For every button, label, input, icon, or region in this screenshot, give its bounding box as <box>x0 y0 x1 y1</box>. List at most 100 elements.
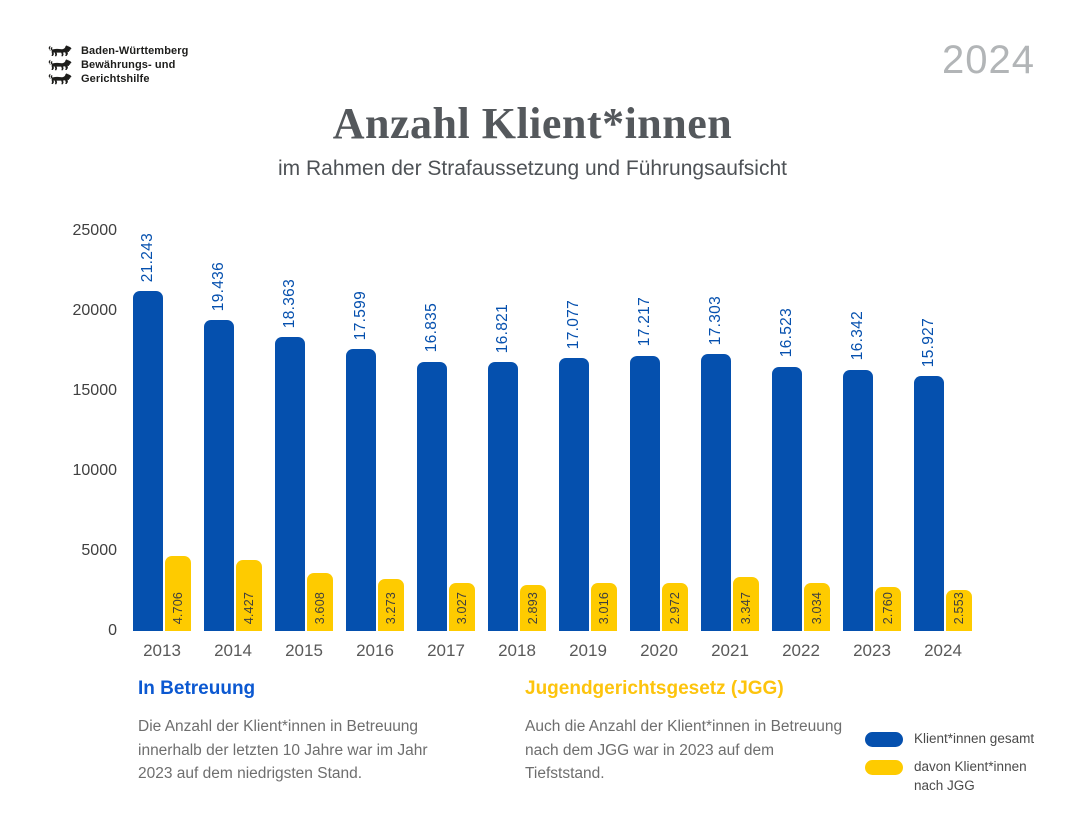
title-block: Anzahl Klient*innen im Rahmen der Strafa… <box>0 98 1065 181</box>
bar-jgg-2013: 4.706 <box>165 555 191 631</box>
note-mid-text: Auch die Anzahl der Klient*innen in Betr… <box>525 718 843 783</box>
x-tick-2021: 2021 <box>711 641 749 660</box>
logo-line-3: Gerichtshilfe <box>81 73 150 85</box>
bar-group-2019: 17.077 3.016 <box>559 300 617 631</box>
bar-group-2017: 16.835 3.027 <box>417 303 475 631</box>
column-total-2016: 17.599 <box>346 291 376 631</box>
value-label-jgg-2023: 2.760 <box>881 591 895 624</box>
bar-total-2013 <box>133 291 163 631</box>
bar-total-2014 <box>204 320 234 631</box>
column-total-2015: 18.363 <box>275 279 305 631</box>
y-tick-20000: 20000 <box>72 302 118 319</box>
bar-jgg-2015: 3.608 <box>307 573 333 631</box>
bar-jgg-2018: 2.893 <box>520 584 546 631</box>
column-total-2023: 16.342 <box>843 311 873 631</box>
note-left-heading: In Betreuung <box>138 678 256 699</box>
chart-legend: Klient*innen gesamt davon Klient*innen n… <box>865 730 1054 805</box>
note-in-betreuung: In Betreuung Die Anzahl der Klient*innen… <box>138 678 460 786</box>
column-jgg-2013: 4.706 <box>165 555 191 631</box>
column-jgg-2023: 2.760 <box>875 586 901 631</box>
column-total-2018: 16.821 <box>488 304 518 631</box>
logo-text: Baden-Württemberg Bewährungs- und Gerich… <box>81 44 188 86</box>
legend-swatch-blue <box>865 732 903 747</box>
y-tick-15000: 15000 <box>72 382 118 399</box>
bar-group-2021: 17.303 3.347 <box>701 296 759 631</box>
value-label-jgg-2021: 3.347 <box>739 591 753 624</box>
bar-jgg-2020: 2.972 <box>662 583 688 631</box>
lion-icon <box>48 59 72 71</box>
note-mid-heading: Jugendgerichtsgesetz (JGG) <box>525 678 784 699</box>
legend-item-total: Klient*innen gesamt <box>865 730 1054 749</box>
note-jgg: Jugendgerichtsgesetz (JGG) Auch die Anza… <box>525 678 847 786</box>
bar-jgg-2016: 3.273 <box>378 578 404 631</box>
page-title: Anzahl Klient*innen <box>332 99 733 148</box>
y-tick-10000: 10000 <box>72 462 118 479</box>
column-jgg-2019: 3.016 <box>591 582 617 631</box>
x-tick-2016: 2016 <box>356 641 394 660</box>
column-jgg-2020: 2.972 <box>662 583 688 631</box>
x-tick-2018: 2018 <box>498 641 536 660</box>
value-label-total-2020: 17.217 <box>636 297 653 347</box>
bar-group-2018: 16.821 2.893 <box>488 304 546 631</box>
bar-group-2022: 16.523 3.034 <box>772 308 830 631</box>
report-year-badge: 2024 <box>942 38 1035 82</box>
note-left-text: Die Anzahl der Klient*innen in Betreuung… <box>138 718 428 783</box>
x-tick-2017: 2017 <box>427 641 465 660</box>
column-total-2014: 19.436 <box>204 262 234 631</box>
x-tick-2015: 2015 <box>285 641 323 660</box>
x-tick-2014: 2014 <box>214 641 252 660</box>
value-label-total-2021: 17.303 <box>707 295 724 346</box>
column-jgg-2018: 2.893 <box>520 584 546 631</box>
value-label-total-2014: 19.436 <box>210 261 227 311</box>
bar-jgg-2014: 4.427 <box>236 560 262 631</box>
logo-line-1: Baden-Württemberg <box>81 45 189 57</box>
value-label-total-2015: 18.363 <box>281 278 298 329</box>
page-subtitle: im Rahmen der Strafaussetzung und Führun… <box>278 157 787 180</box>
column-total-2024: 15.927 <box>914 318 944 631</box>
value-label-total-2023: 16.342 <box>849 311 866 361</box>
bar-group-2024: 15.927 2.553 <box>914 318 972 631</box>
value-label-jgg-2015: 3.608 <box>313 591 327 624</box>
value-label-jgg-2019: 3.016 <box>597 591 611 624</box>
bar-group-2014: 19.436 4.427 <box>204 262 262 631</box>
column-total-2021: 17.303 <box>701 296 731 631</box>
value-label-jgg-2022: 3.034 <box>810 591 824 624</box>
bar-jgg-2021: 3.347 <box>733 577 759 631</box>
legend-item-jgg: davon Klient*innen nach JGG <box>865 758 1054 796</box>
column-jgg-2017: 3.027 <box>449 582 475 631</box>
legend-label-total: Klient*innen gesamt <box>914 731 1035 746</box>
column-total-2019: 17.077 <box>559 300 589 631</box>
bar-jgg-2022: 3.034 <box>804 582 830 631</box>
bar-total-2023 <box>843 369 873 631</box>
bar-group-2016: 17.599 3.273 <box>346 291 404 631</box>
bar-group-2013: 21.243 4.706 <box>133 233 191 631</box>
bar-groups: 21.243 4.706 19.436 4.427 18.363 3.608 17.599 3… <box>133 231 972 631</box>
bw-coat-of-arms <box>48 44 72 85</box>
legend-swatch-yellow <box>865 759 903 775</box>
value-label-total-2016: 17.599 <box>352 291 369 341</box>
x-tick-2019: 2019 <box>569 641 607 660</box>
value-label-total-2013: 21.243 <box>139 232 156 283</box>
x-tick-2020: 2020 <box>640 641 678 660</box>
lion-icon <box>48 45 72 57</box>
bar-jgg-2019: 3.016 <box>591 582 617 631</box>
value-label-total-2017: 16.835 <box>423 303 440 353</box>
bar-total-2024 <box>914 376 944 631</box>
x-tick-2022: 2022 <box>782 641 820 660</box>
column-jgg-2015: 3.608 <box>307 573 333 631</box>
y-tick-5000: 5000 <box>81 542 117 559</box>
column-jgg-2016: 3.273 <box>378 578 404 631</box>
column-total-2013: 21.243 <box>133 233 163 631</box>
bar-total-2020 <box>630 355 660 631</box>
value-label-total-2019: 17.077 <box>565 299 582 349</box>
column-total-2020: 17.217 <box>630 297 660 631</box>
value-label-jgg-2014: 4.427 <box>242 591 256 624</box>
logo-line-2: Bewährungs- und <box>81 59 176 71</box>
y-tick-25000: 25000 <box>72 222 118 239</box>
x-tick-2024: 2024 <box>924 641 962 660</box>
bar-jgg-2023: 2.760 <box>875 586 901 631</box>
value-label-total-2018: 16.821 <box>494 303 511 353</box>
value-label-total-2022: 16.523 <box>778 308 795 358</box>
value-label-jgg-2020: 2.972 <box>668 591 682 624</box>
column-total-2022: 16.523 <box>772 308 802 631</box>
